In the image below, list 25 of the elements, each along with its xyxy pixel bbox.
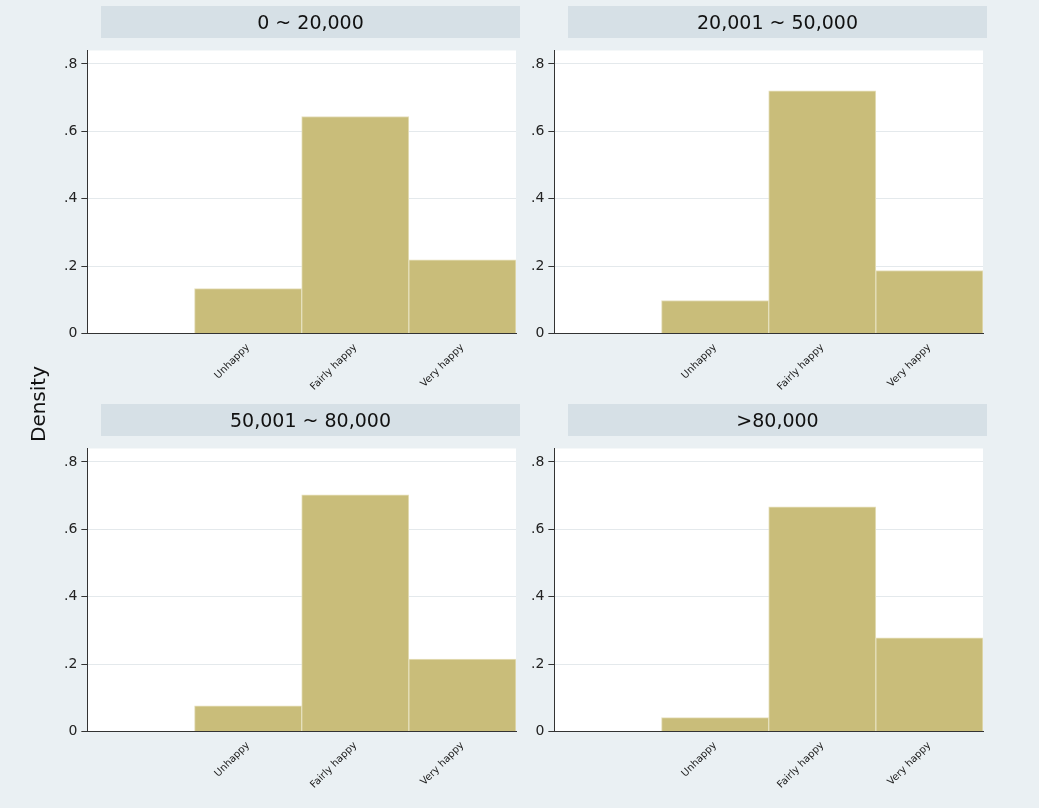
chart-title: 20,001 ~ 50,000 [568, 6, 987, 38]
y-tick-label: .4 [64, 189, 78, 206]
y-tick-label: .8 [64, 452, 78, 469]
y-tick-label: .6 [531, 121, 545, 138]
y-tick-label: .2 [64, 654, 78, 671]
y-tick-label: .2 [531, 654, 545, 671]
y-axis-title: Density [26, 365, 50, 443]
chart-title: 0 ~ 20,000 [101, 6, 520, 38]
y-tick-label: .4 [531, 189, 545, 206]
y-tick-label: .6 [64, 121, 78, 138]
y-tick-label: 0 [68, 722, 78, 739]
y-tick-label: .8 [64, 54, 78, 71]
y-tick-label: .8 [531, 54, 545, 71]
y-tick-label: 0 [535, 324, 545, 341]
y-tick-label: .2 [64, 256, 78, 273]
y-tick-label: .6 [531, 519, 545, 536]
chart-title: 50,001 ~ 80,000 [101, 404, 520, 436]
y-tick-label: .6 [64, 519, 78, 536]
y-tick-label: .2 [531, 256, 545, 273]
y-tick-label: .4 [64, 587, 78, 604]
y-tick-label: .4 [531, 587, 545, 604]
y-tick-label: 0 [68, 324, 78, 341]
chart-title: >80,000 [568, 404, 987, 436]
y-tick-label: .8 [531, 452, 545, 469]
y-tick-label: 0 [535, 722, 545, 739]
